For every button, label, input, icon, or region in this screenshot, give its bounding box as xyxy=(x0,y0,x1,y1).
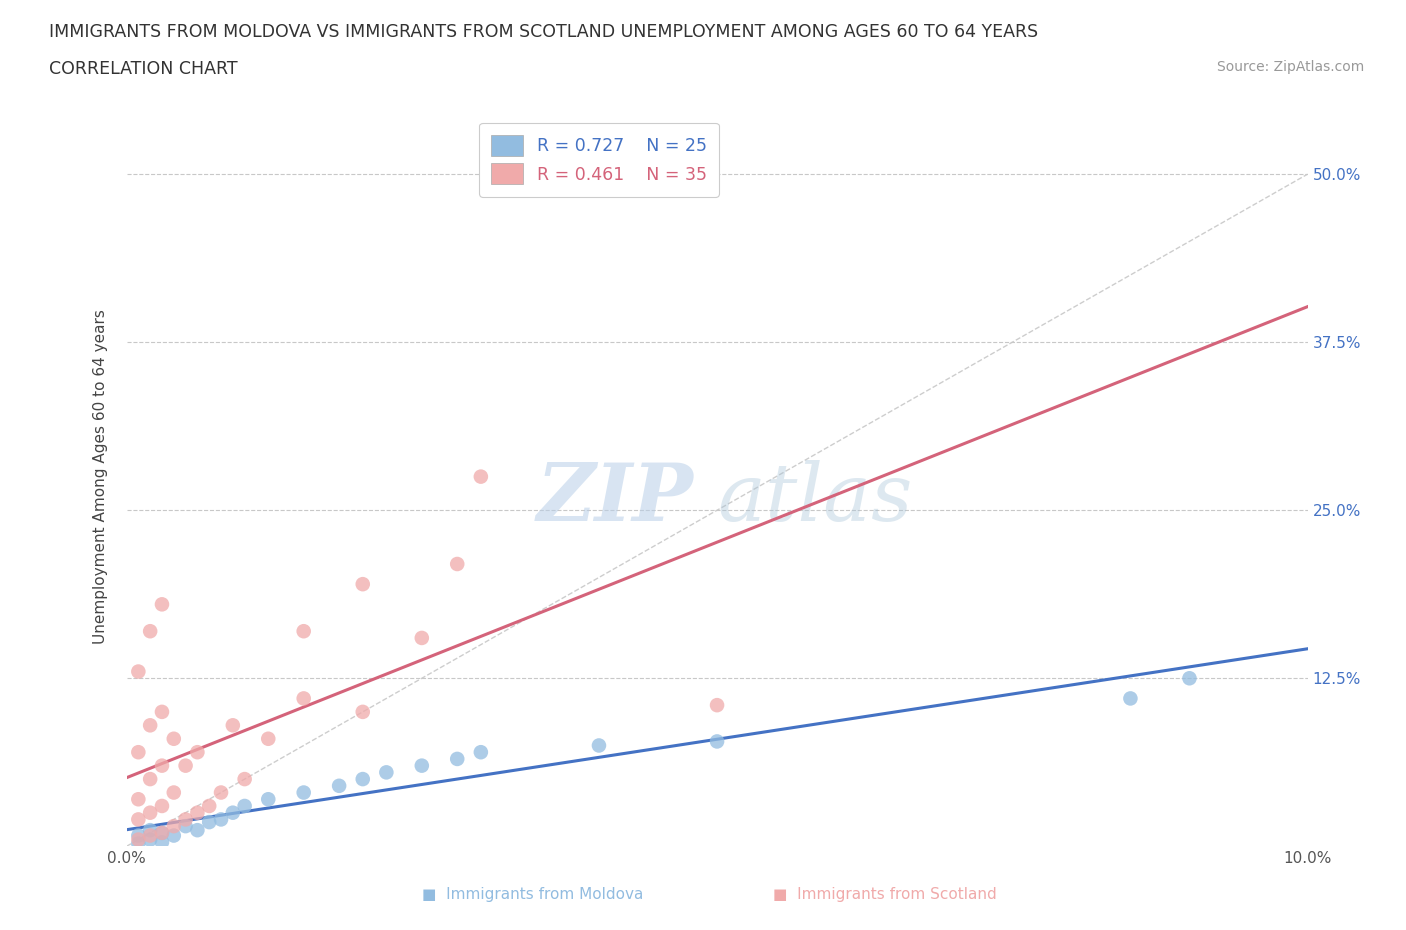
Point xyxy=(198,815,221,830)
Point xyxy=(163,731,186,746)
Point xyxy=(470,469,492,484)
Point xyxy=(706,698,728,712)
Point xyxy=(150,826,173,841)
Point xyxy=(352,577,374,591)
Point xyxy=(209,785,232,800)
Text: IMMIGRANTS FROM MOLDOVA VS IMMIGRANTS FROM SCOTLAND UNEMPLOYMENT AMONG AGES 60 T: IMMIGRANTS FROM MOLDOVA VS IMMIGRANTS FR… xyxy=(49,23,1039,41)
Point xyxy=(127,745,149,760)
Point xyxy=(186,805,208,820)
Point xyxy=(1178,671,1201,685)
Text: ZIP: ZIP xyxy=(537,460,693,538)
Point xyxy=(257,731,280,746)
Point xyxy=(127,664,149,679)
Point xyxy=(352,704,374,719)
Point xyxy=(150,758,173,773)
Point xyxy=(352,772,374,787)
Point xyxy=(139,718,162,733)
Point xyxy=(174,818,197,833)
Text: ■  Immigrants from Scotland: ■ Immigrants from Scotland xyxy=(773,887,997,902)
Point xyxy=(706,734,728,749)
Legend: R = 0.727    N = 25, R = 0.461    N = 35: R = 0.727 N = 25, R = 0.461 N = 35 xyxy=(479,123,718,196)
Point xyxy=(163,828,186,843)
Point xyxy=(186,745,208,760)
Text: ■  Immigrants from Moldova: ■ Immigrants from Moldova xyxy=(422,887,643,902)
Point xyxy=(233,772,256,787)
Point xyxy=(198,799,221,814)
Point xyxy=(139,823,162,838)
Point xyxy=(163,818,186,833)
Point xyxy=(163,785,186,800)
Point xyxy=(446,751,468,766)
Point xyxy=(470,745,492,760)
Point xyxy=(127,791,149,806)
Point xyxy=(139,828,162,843)
Point xyxy=(174,758,197,773)
Text: atlas: atlas xyxy=(717,460,912,538)
Point xyxy=(1119,691,1142,706)
Point xyxy=(186,823,208,838)
Point xyxy=(150,799,173,814)
Point xyxy=(292,785,315,800)
Point xyxy=(292,624,315,639)
Point xyxy=(222,805,245,820)
Text: Source: ZipAtlas.com: Source: ZipAtlas.com xyxy=(1216,60,1364,74)
Point xyxy=(127,836,149,851)
Point xyxy=(150,826,173,841)
Point xyxy=(150,704,173,719)
Point xyxy=(375,764,398,779)
Y-axis label: Unemployment Among Ages 60 to 64 years: Unemployment Among Ages 60 to 64 years xyxy=(93,309,108,644)
Point xyxy=(222,718,245,733)
Point xyxy=(588,738,610,753)
Point xyxy=(139,772,162,787)
Point xyxy=(174,812,197,827)
Point xyxy=(139,805,162,820)
Point xyxy=(127,828,149,843)
Point xyxy=(127,812,149,827)
Point xyxy=(328,778,350,793)
Point xyxy=(139,832,162,847)
Point xyxy=(411,631,433,645)
Point xyxy=(446,556,468,571)
Point xyxy=(150,835,173,850)
Point xyxy=(257,791,280,806)
Text: CORRELATION CHART: CORRELATION CHART xyxy=(49,60,238,78)
Point xyxy=(150,597,173,612)
Point xyxy=(209,812,232,827)
Point xyxy=(139,624,162,639)
Point xyxy=(127,832,149,847)
Point xyxy=(411,758,433,773)
Point xyxy=(233,799,256,814)
Point xyxy=(292,691,315,706)
